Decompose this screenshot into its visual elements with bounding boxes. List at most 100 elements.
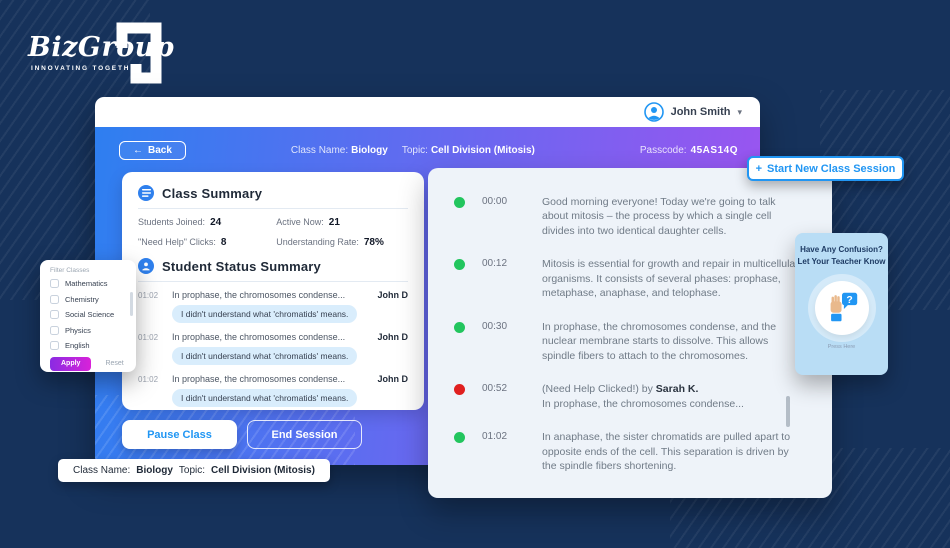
status-text: In prophase, the chromosomes condense...	[172, 290, 346, 300]
status-student: John D	[377, 332, 409, 342]
status-text: In prophase, the chromosomes condense...	[172, 332, 346, 342]
filter-scrollbar[interactable]	[130, 292, 133, 316]
status-dot	[454, 259, 465, 271]
student-status-header: Student Status Summary	[138, 258, 408, 274]
transcript-time: 00:52	[482, 383, 508, 395]
stat-need-help-clicks: "Need Help" Clicks: 8	[138, 237, 276, 248]
svg-text:?: ?	[846, 295, 852, 306]
plus-icon: +	[755, 162, 763, 175]
filter-option-label: Social Science	[65, 310, 115, 319]
end-session-button[interactable]: End Session	[247, 420, 362, 449]
filter-option-english[interactable]: English	[50, 341, 126, 350]
user-avatar[interactable]	[643, 102, 664, 122]
transcript-time: 00:12	[482, 258, 508, 270]
session-meta: Class Name: Biology Topic: Cell Division (…	[291, 145, 535, 156]
checkbox[interactable]	[50, 325, 59, 335]
stat-value: 78%	[363, 237, 384, 248]
logo-bracket-icon	[116, 22, 162, 84]
class-summary-title: Class Summary	[162, 185, 263, 201]
status-time: 01:02	[138, 375, 159, 384]
transcript-scrollbar[interactable]	[786, 396, 790, 427]
class-name-label: Class Name:	[290, 145, 349, 156]
summary-card: Class Summary Students Joined: 24 Active …	[122, 172, 424, 410]
transcript-time: 01:02	[482, 431, 508, 443]
chevron-down-icon[interactable]: ▾	[737, 106, 742, 117]
stat-label: "Need Help" Clicks:	[138, 237, 216, 247]
filter-option-physics[interactable]: Physics	[50, 325, 126, 335]
top-bar: John Smith ▾	[95, 97, 760, 127]
transcript-entry: 01:02 In anaphase, the sister chromatids…	[454, 430, 802, 473]
stat-value: 21	[328, 217, 340, 228]
status-row[interactable]: 01:02 In prophase, the chromosomes conde…	[138, 332, 408, 367]
status-dot	[454, 432, 465, 444]
stat-label: Students Joined:	[138, 217, 206, 227]
back-button[interactable]: ← Back	[119, 141, 186, 160]
pause-class-button[interactable]: Pause Class	[122, 420, 237, 449]
checkbox[interactable]	[50, 310, 59, 319]
transcript-time: 00:00	[482, 196, 508, 207]
status-dot	[454, 321, 465, 333]
brand-tagline: INNOVATING TOGETHER	[31, 65, 143, 72]
checkbox[interactable]	[50, 279, 59, 288]
pill-topic-value: Cell Division (Mitosis)	[211, 465, 315, 476]
pill-class-name-value: Biology	[136, 465, 173, 476]
back-arrow-icon: ←	[133, 145, 143, 156]
status-note: I didn't understand what 'chromatids' me…	[172, 389, 358, 407]
stat-active-now: Active Now: 21	[276, 217, 408, 228]
press-here-label: Press Here	[827, 344, 856, 350]
confusion-title: Have Any Confusion? Let Your Teacher Kno…	[795, 244, 888, 268]
confusion-card: Have Any Confusion? Let Your Teacher Kno…	[795, 233, 888, 375]
raise-hand-button[interactable]: ?	[814, 281, 869, 335]
transcript-panel: 00:00 Good morning everyone! Today we're…	[428, 168, 832, 498]
class-summary-stats: Students Joined: 24 Active Now: 21 "Need H…	[138, 217, 408, 248]
status-row[interactable]: 01:02 In prophase, the chromosomes conde…	[138, 290, 408, 325]
divider	[138, 281, 408, 282]
stat-value: 24	[210, 217, 222, 228]
confusion-title-line1: Have Any Confusion?	[800, 245, 883, 254]
stat-label: Active Now:	[276, 217, 324, 227]
status-note: I didn't understand what 'chromatids' me…	[172, 305, 358, 323]
need-help-student: Sarah K.	[655, 383, 699, 396]
topic-label: Topic:	[401, 145, 428, 156]
status-dot	[454, 384, 465, 396]
reset-button[interactable]: Reset	[105, 360, 124, 367]
filter-option-chemistry[interactable]: Chemistry	[50, 294, 126, 304]
filter-option-social-science[interactable]: Social Science	[50, 310, 126, 319]
status-student: John D	[377, 374, 409, 384]
status-time: 01:02	[138, 291, 159, 300]
transcript-text: Mitosis is essential for growth and repa…	[542, 258, 799, 300]
apply-button[interactable]: Apply	[50, 356, 92, 371]
stat-understanding-rate: Understanding Rate: 78%	[276, 237, 408, 248]
student-icon	[138, 258, 154, 274]
class-name-value: Biology	[351, 145, 388, 156]
student-status-list: 01:02 In prophase, the chromosomes conde…	[138, 290, 408, 409]
start-new-class-session-button[interactable]: + Start New Class Session	[747, 156, 904, 181]
transcript-time: 00:30	[482, 320, 508, 332]
brand-logo: BizGroup INNOVATING TOGETHER	[28, 18, 178, 84]
status-text: In prophase, the chromosomes condense...	[172, 374, 346, 384]
class-name-item: Class Name: Biology	[291, 145, 388, 156]
filter-classes-popup: Filter Classes Mathematics Chemistry Soc…	[40, 260, 136, 372]
start-session-label: Start New Class Session	[767, 162, 896, 175]
back-label: Back	[148, 145, 172, 156]
transcript-entry: 00:30 In prophase, the chromosomes conde…	[454, 320, 802, 363]
stat-value: 8	[220, 237, 227, 248]
filter-option-mathematics[interactable]: Mathematics	[50, 279, 126, 288]
session-header: ← Back Class Name: Biology Topic: Cell Div…	[119, 141, 738, 160]
transcript-text: Good morning everyone! Today we're going…	[542, 196, 776, 237]
stat-label: Understanding Rate:	[276, 237, 359, 247]
checkbox[interactable]	[50, 341, 59, 350]
transcript-text: In prophase, the chromosomes condense, a…	[542, 320, 777, 362]
status-note: I didn't understand what 'chromatids' me…	[172, 347, 358, 365]
class-summary-header: Class Summary	[138, 185, 408, 201]
user-name[interactable]: John Smith	[670, 106, 731, 118]
divider	[138, 208, 408, 209]
transcript-text: (Need Help Clicked!) by Sarah K. In proph…	[542, 382, 802, 411]
checkbox[interactable]	[50, 294, 59, 304]
status-row[interactable]: 01:02 In prophase, the chromosomes conde…	[138, 374, 408, 409]
transcript-entry: 00:00 Good morning everyone! Today we're…	[454, 195, 802, 238]
pill-class-name-label: Class Name:	[73, 465, 131, 476]
student-status-title: Student Status Summary	[162, 258, 321, 274]
topic-value: Cell Division (Mitosis)	[430, 145, 535, 156]
